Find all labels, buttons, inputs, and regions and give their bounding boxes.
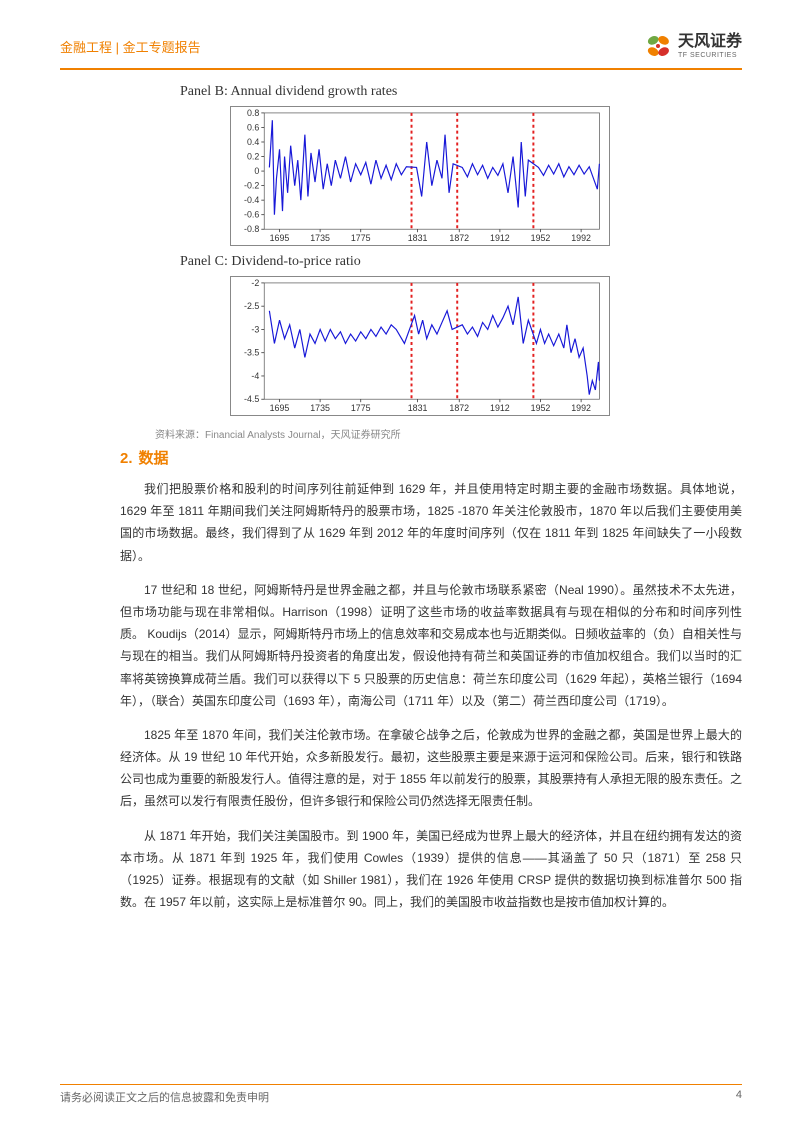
- svg-text:1735: 1735: [310, 403, 330, 413]
- paragraph-1: 我们把股票价格和股利的时间序列往前延伸到 1629 年，并且使用特定时期主要的金…: [120, 478, 742, 567]
- svg-text:1872: 1872: [449, 233, 469, 243]
- svg-text:1992: 1992: [571, 233, 591, 243]
- svg-text:1992: 1992: [571, 403, 591, 413]
- svg-text:-3.5: -3.5: [244, 348, 259, 358]
- paragraph-3: 1825 年至 1870 年间，我们关注伦敦市场。在拿破仑战争之后，伦敦成为世界…: [120, 724, 742, 813]
- svg-text:1695: 1695: [270, 403, 290, 413]
- company-logo: 天风证券 TF SECURITIES: [642, 30, 742, 62]
- svg-text:1831: 1831: [408, 233, 428, 243]
- svg-text:0.8: 0.8: [247, 108, 259, 118]
- section-number: 2.: [120, 450, 133, 467]
- footer-disclaimer: 请务必阅读正文之后的信息披露和免责申明: [60, 1089, 269, 1105]
- panel-b-chart: -0.8 -0.6 -0.4 -0.2 0 0.2 0.4 0.6 0.8 1695 1735 177…: [230, 106, 610, 246]
- panel-b-title: Panel B: Annual dividend growth rates: [180, 84, 742, 100]
- panel-c-chart: -4.5 -4 -3.5 -3 -2.5 -2 1695 1735 1775 1831 1872 19…: [230, 276, 610, 416]
- svg-text:-0.8: -0.8: [244, 224, 259, 234]
- svg-text:-2: -2: [251, 278, 259, 288]
- svg-text:1775: 1775: [351, 403, 371, 413]
- logo-text-cn: 天风证券: [678, 34, 742, 50]
- svg-text:0.6: 0.6: [247, 122, 259, 132]
- page-header: 金融工程 | 金工专题报告 天风证券 TF SECURITIES: [60, 30, 742, 70]
- svg-text:1775: 1775: [351, 233, 371, 243]
- svg-text:0.2: 0.2: [247, 151, 259, 161]
- svg-text:-0.2: -0.2: [244, 181, 259, 191]
- svg-text:-4.5: -4.5: [244, 394, 259, 404]
- footer-page-number: 4: [736, 1089, 742, 1105]
- svg-text:1912: 1912: [490, 403, 510, 413]
- svg-text:-0.4: -0.4: [244, 195, 259, 205]
- source-note: 资料来源：Financial Analysts Journal，天风证券研究所: [155, 426, 742, 441]
- svg-text:1952: 1952: [531, 403, 551, 413]
- svg-text:0.4: 0.4: [247, 137, 259, 147]
- svg-text:-2.5: -2.5: [244, 301, 259, 311]
- svg-text:-4: -4: [251, 371, 259, 381]
- header-category: 金融工程 | 金工专题报告: [60, 37, 201, 56]
- svg-text:-0.6: -0.6: [244, 210, 259, 220]
- logo-icon: [642, 30, 674, 62]
- svg-text:1735: 1735: [310, 233, 330, 243]
- svg-text:1695: 1695: [270, 233, 290, 243]
- svg-text:1831: 1831: [408, 403, 428, 413]
- svg-text:1912: 1912: [490, 233, 510, 243]
- section-heading: 2. 数据: [120, 447, 742, 468]
- svg-text:0: 0: [254, 166, 259, 176]
- paragraph-4: 从 1871 年开始，我们关注美国股市。到 1900 年，美国已经成为世界上最大…: [120, 825, 742, 914]
- svg-text:-3: -3: [251, 324, 259, 334]
- svg-text:1952: 1952: [531, 233, 551, 243]
- page-footer: 请务必阅读正文之后的信息披露和免责申明 4: [60, 1084, 742, 1105]
- paragraph-2: 17 世纪和 18 世纪，阿姆斯特丹是世界金融之都，并且与伦敦市场联系紧密（Ne…: [120, 579, 742, 712]
- svg-text:1872: 1872: [449, 403, 469, 413]
- panel-c-title: Panel C: Dividend-to-price ratio: [180, 254, 742, 270]
- section-title: 数据: [139, 450, 169, 467]
- logo-text-en: TF SECURITIES: [678, 52, 742, 59]
